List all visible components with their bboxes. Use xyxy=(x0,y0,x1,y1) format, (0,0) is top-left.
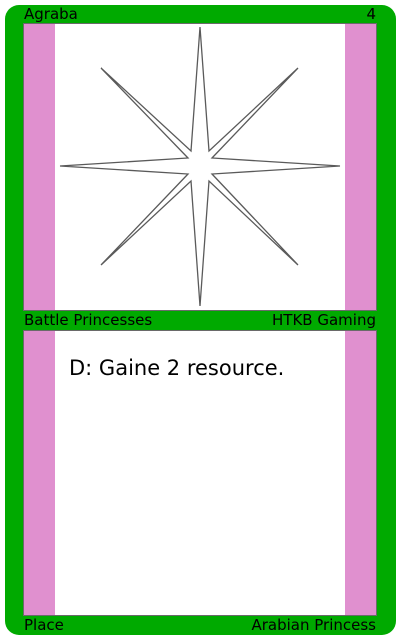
left-stripe xyxy=(24,331,55,615)
rules-text: D: Gaine 2 resource. xyxy=(69,356,285,380)
left-stripe xyxy=(24,24,55,310)
card-cost: 4 xyxy=(366,5,376,23)
text-panel xyxy=(23,330,377,616)
set-name: Battle Princesses xyxy=(24,311,153,329)
publisher: HTKB Gaming xyxy=(272,311,376,329)
right-stripe xyxy=(345,331,376,615)
card-name: Agraba xyxy=(24,5,78,23)
card-type: Place xyxy=(24,616,64,634)
card-subtype: Arabian Princess xyxy=(251,616,376,634)
right-stripe xyxy=(345,24,376,310)
